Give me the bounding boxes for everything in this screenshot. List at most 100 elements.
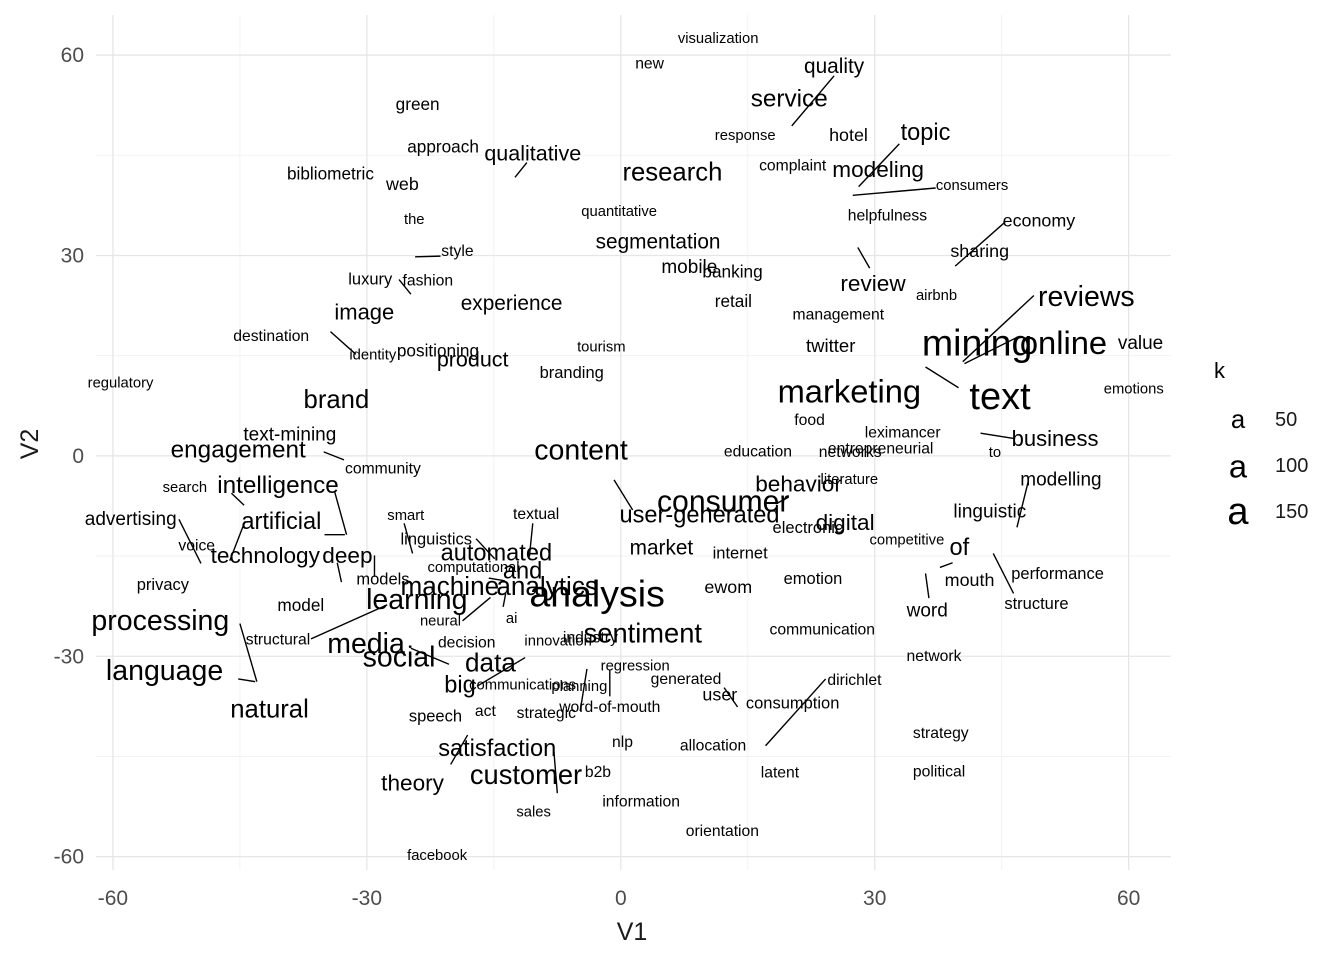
word-label: network [907, 648, 962, 665]
leader-line [450, 734, 469, 765]
x-tick-label: 0 [615, 887, 627, 910]
leader-line [334, 491, 348, 535]
word-label: media [327, 628, 405, 660]
word-label: nlp [612, 734, 633, 751]
legend-entries: a 50 a 100 a 150 [1227, 406, 1308, 533]
word-label: satisfaction [438, 736, 556, 762]
word-label: strategic [517, 705, 576, 722]
word-label: emotions [1104, 382, 1164, 398]
leader-line [502, 593, 507, 607]
leader-line [178, 519, 202, 564]
word-label: search [163, 480, 207, 496]
word-label: to [989, 445, 1001, 461]
word-label: entrepreneurial [828, 441, 934, 458]
word-label: regulatory [88, 376, 154, 392]
leader-line [462, 596, 491, 622]
legend-entry-label: 100 [1275, 455, 1308, 477]
word-label: business [1012, 426, 1099, 451]
word-label: green [396, 94, 440, 114]
word-label: information [602, 793, 680, 810]
y-tick-label: -30 [54, 645, 84, 668]
word-label: learning [366, 584, 467, 616]
word-label: consumer [657, 485, 790, 518]
word-label: theory [381, 771, 444, 796]
word-label: value [1118, 333, 1163, 354]
word-label: research [622, 159, 722, 187]
leader-line [403, 523, 414, 554]
word-label: communications [469, 678, 576, 694]
leader-line [239, 623, 258, 682]
word-label: engagement [171, 436, 306, 463]
word-label: approach [407, 137, 479, 157]
word-label: reviews [1038, 281, 1135, 313]
word-label: structural [246, 632, 311, 649]
word-label: competitive [869, 533, 944, 549]
word-label: content [534, 435, 628, 467]
word-label: fashion [403, 272, 454, 289]
word-label: model [277, 595, 324, 615]
word-labels: visualization new quality service green respo… [85, 31, 1164, 864]
leader-line [238, 678, 256, 683]
word-label: review [840, 271, 906, 296]
word-label: speech [409, 707, 462, 725]
word-label: leximancer [865, 425, 941, 442]
leader-line [1016, 482, 1029, 528]
word-label: user-generated [620, 502, 780, 528]
word-label: response [715, 128, 776, 144]
x-tick-label: 60 [1117, 887, 1140, 910]
x-tick-label: -60 [98, 887, 128, 910]
leader-line [924, 573, 930, 599]
leader-line [857, 247, 871, 269]
word-label: consumption [746, 695, 840, 713]
word-label: communication [770, 622, 876, 639]
word-label: topic [901, 120, 951, 146]
word-label: brand [304, 386, 370, 414]
word-label: customer [470, 759, 582, 790]
leader-line [925, 366, 959, 389]
word-label: facebook [407, 848, 468, 864]
word-label: neural [420, 614, 461, 630]
word-label: big [444, 673, 476, 699]
legend-key-glyph: a [1227, 491, 1249, 533]
y-tick-label: 60 [61, 44, 84, 67]
word-label: the [404, 212, 425, 228]
leader-line [475, 538, 496, 560]
word-label: experience [461, 292, 563, 315]
word-label: processing [91, 605, 229, 637]
word-label: web [385, 174, 419, 194]
word-label: act [475, 703, 497, 720]
word-label: latent [761, 765, 800, 782]
word-label: machine [400, 571, 499, 601]
word-label: emotion [784, 570, 843, 588]
leader-line [514, 162, 528, 178]
leader-line [765, 678, 827, 747]
word-label: quality [804, 55, 865, 78]
word-label: sales [516, 805, 551, 821]
word-label: natural [230, 696, 309, 724]
leader-line [410, 647, 450, 665]
x-tick-label: -30 [352, 887, 382, 910]
word-label: networks [819, 444, 882, 461]
word-label: quantitative [581, 204, 657, 220]
word-label: management [793, 306, 885, 323]
word-label: positioning [397, 340, 479, 360]
word-label: technology [211, 543, 321, 568]
word-label: b2b [585, 764, 611, 781]
word-label: political [913, 763, 965, 780]
word-label: generated [651, 671, 722, 688]
legend-key-glyph: a [1229, 448, 1248, 485]
word-label: performance [1011, 565, 1104, 583]
word-label: privacy [137, 576, 190, 594]
word-label: automated [441, 540, 553, 566]
word-label: strategy [913, 725, 969, 742]
word-label: identity [349, 348, 396, 364]
word-label: internet [713, 544, 768, 562]
word-label: text-mining [243, 425, 336, 446]
leader-line [323, 451, 345, 461]
word-label: analysis [529, 572, 664, 614]
word-label: voice [178, 538, 215, 555]
word-label: education [724, 443, 792, 460]
leader-line [488, 577, 505, 582]
word-label: mobile [661, 257, 717, 278]
word-label: intelligence [217, 472, 339, 499]
